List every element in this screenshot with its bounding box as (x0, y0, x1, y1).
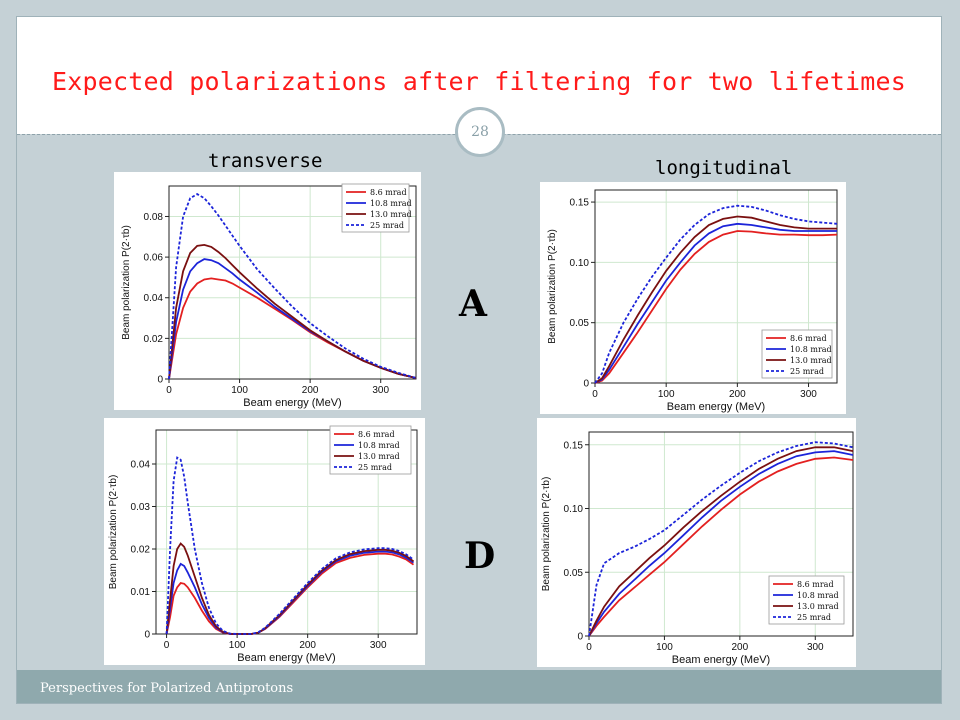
chart-a-longitudinal-svg: 0 100 200 300 0 0.05 0.10 0.15 Beam energy (MeV)… (547, 189, 838, 413)
slide-title: Expected polarizations after filtering f… (51, 67, 907, 96)
legend-label: 10.8 mrad (790, 345, 832, 354)
x-tick-label: 0 (166, 385, 172, 396)
legend-label: 13.0 mrad (797, 602, 839, 611)
y-axis-label: Beam polarization P(2·τb) (547, 229, 558, 344)
legend-label: 10.8 mrad (370, 199, 412, 208)
chart-d-transverse-svg: 0 100 200 300 0 0.01 0.02 0.03 0.04 Beam energy (… (108, 425, 418, 664)
series-line-1 (165, 552, 415, 635)
y-tick-label: 0.04 (144, 293, 164, 304)
series-line-2 (588, 450, 854, 637)
legend-label: 8.6 mrad (358, 430, 395, 439)
row-label-a: A (459, 283, 487, 325)
chart-a-transverse: 0 100 200 300 0 0.02 0.04 0.06 0.08 Beam energy (… (114, 172, 421, 410)
series-line-4 (594, 204, 838, 384)
y-tick-label: 0 (144, 630, 150, 641)
series-line-4 (588, 441, 854, 637)
legend-label: 25 mrad (790, 367, 824, 376)
series-line-2 (168, 258, 417, 380)
y-tick-label: 0 (577, 632, 583, 643)
series-line-1 (168, 277, 417, 380)
series-line-1 (588, 456, 854, 637)
y-tick-label: 0.02 (144, 334, 164, 345)
page-number-badge: 28 (455, 107, 505, 157)
longitudinal-column-label: longitudinal (655, 157, 793, 179)
footer-band (17, 670, 941, 703)
x-axis-label: Beam energy (MeV) (672, 654, 770, 666)
x-axis-label: Beam energy (MeV) (667, 401, 765, 413)
y-tick-label: 0.04 (131, 460, 151, 471)
y-axis-label: Beam polarization P(2·τb) (541, 477, 552, 592)
y-tick-label: 0.08 (144, 212, 164, 223)
plot-frame (168, 185, 417, 380)
x-tick-label: 300 (800, 389, 817, 400)
series-line-4 (168, 193, 417, 380)
series-line-1 (594, 230, 838, 384)
plot-frame (155, 429, 418, 635)
x-tick-label: 0 (164, 640, 170, 651)
plot-frame (588, 431, 854, 637)
x-tick-label: 100 (656, 642, 673, 653)
chart-d-transverse: 0 100 200 300 0 0.01 0.02 0.03 0.04 Beam energy (… (104, 418, 425, 665)
y-tick-label: 0.03 (131, 502, 151, 513)
legend-label: 10.8 mrad (797, 591, 839, 600)
legend-label: 8.6 mrad (797, 580, 834, 589)
x-tick-label: 300 (370, 640, 387, 651)
series-line-2 (165, 550, 414, 635)
x-tick-label: 300 (372, 385, 389, 396)
y-tick-label: 0.01 (131, 587, 151, 598)
y-tick-label: 0.05 (570, 318, 590, 329)
x-axis-label: Beam energy (MeV) (237, 652, 335, 664)
legend-label: 13.0 mrad (370, 210, 412, 219)
legend-label: 25 mrad (797, 613, 831, 622)
transverse-column-label: transverse (208, 150, 323, 172)
y-tick-label: 0.06 (144, 253, 164, 264)
y-tick-label: 0.15 (564, 440, 584, 451)
x-tick-label: 0 (592, 389, 598, 400)
y-tick-label: 0 (157, 375, 163, 386)
legend-label: 25 mrad (358, 463, 392, 472)
plot-frame (594, 189, 838, 384)
y-tick-label: 0.15 (570, 198, 590, 209)
x-tick-label: 100 (658, 389, 675, 400)
legend-label: 10.8 mrad (358, 441, 400, 450)
x-tick-label: 200 (732, 642, 749, 653)
x-tick-label: 100 (229, 640, 246, 651)
y-axis-label: Beam polarization P(2·τb) (108, 475, 119, 590)
series-line-4 (165, 456, 415, 635)
x-tick-label: 200 (729, 389, 746, 400)
legend-label: 13.0 mrad (790, 356, 832, 365)
y-tick-label: 0.10 (570, 258, 590, 269)
x-tick-label: 300 (807, 642, 824, 653)
chart-d-longitudinal: 0 100 200 300 0 0.05 0.10 0.15 Beam energy (MeV)… (537, 418, 856, 667)
slide-frame (16, 16, 942, 704)
series-line-2 (594, 222, 837, 384)
legend-label: 8.6 mrad (790, 334, 827, 343)
x-tick-label: 200 (302, 385, 319, 396)
legend-label: 13.0 mrad (358, 452, 400, 461)
y-tick-label: 0.02 (131, 545, 151, 556)
legend-label: 25 mrad (370, 221, 404, 230)
chart-d-longitudinal-svg: 0 100 200 300 0 0.05 0.10 0.15 Beam energy (MeV)… (541, 431, 854, 666)
series-line-3 (168, 243, 417, 380)
y-axis-label: Beam polarization P(2·τb) (121, 225, 132, 340)
row-label-d: D (464, 535, 496, 577)
series-line-3 (594, 215, 837, 384)
chart-a-longitudinal: 0 100 200 300 0 0.05 0.10 0.15 Beam energy (MeV)… (540, 182, 846, 414)
footer-text: Perspectives for Polarized Antiprotons (40, 681, 294, 696)
x-axis-label: Beam energy (MeV) (243, 397, 341, 409)
y-tick-label: 0.05 (564, 568, 584, 579)
x-tick-label: 200 (299, 640, 316, 651)
chart-a-transverse-svg: 0 100 200 300 0 0.02 0.04 0.06 0.08 Beam energy (… (121, 183, 417, 409)
y-tick-label: 0.10 (564, 504, 584, 515)
x-tick-label: 0 (586, 642, 592, 653)
x-tick-label: 100 (231, 385, 248, 396)
series-line-3 (588, 446, 854, 637)
y-tick-label: 0 (583, 379, 589, 390)
legend-label: 8.6 mrad (370, 188, 407, 197)
